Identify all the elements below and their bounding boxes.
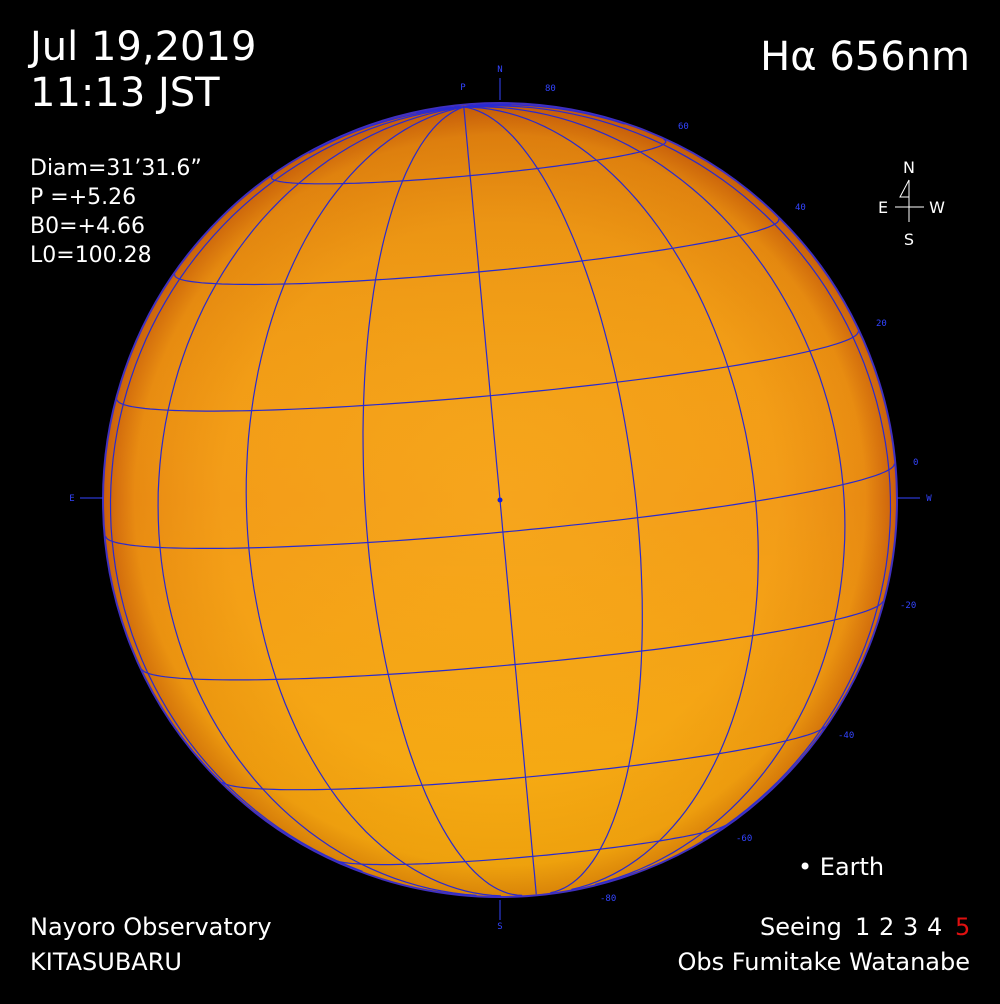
param: Diam=31’31.6”: [30, 156, 202, 181]
compass-n: N: [903, 158, 915, 177]
lat-label: -40: [838, 731, 854, 741]
param: P =+5.26: [30, 185, 136, 210]
date: Jul 19,2019: [27, 24, 256, 70]
limb-n: N: [497, 65, 502, 75]
compass-s: S: [904, 230, 914, 249]
seeing-value: 4: [927, 913, 942, 941]
lat-label: -20: [900, 601, 916, 611]
lat-label: 40: [795, 203, 806, 213]
earth-label: • Earth: [798, 853, 884, 881]
observatory: Nayoro Observatory: [30, 913, 272, 941]
seeing-label: Seeing: [760, 913, 842, 941]
compass-e: E: [878, 198, 888, 217]
time: 11:13 JST: [30, 70, 220, 116]
lat-label: 60: [678, 122, 689, 132]
telescope: KITASUBARU: [30, 948, 182, 976]
lat-label: 20: [876, 319, 887, 329]
lat-label: 0: [913, 458, 918, 468]
limb-s: S: [497, 922, 502, 932]
seeing-value-selected: 5: [955, 913, 970, 941]
limb-e: E: [69, 494, 74, 504]
lat-label: -60: [736, 834, 752, 844]
seeing-value: 3: [903, 913, 918, 941]
lat-label: 80: [545, 84, 556, 94]
param: L0=100.28: [30, 243, 152, 268]
pole-mark: P: [460, 83, 466, 93]
seeing-value: 2: [879, 913, 894, 941]
param: B0=+4.66: [30, 214, 145, 239]
limb-w: W: [926, 494, 932, 504]
lat-label: -80: [600, 894, 616, 904]
disk-center: [498, 498, 503, 503]
seeing-value: 1: [855, 913, 870, 941]
wavelength: Hα 656nm: [760, 34, 970, 80]
observer: Obs Fumitake Watanabe: [678, 948, 971, 976]
compass-w: W: [929, 198, 945, 217]
